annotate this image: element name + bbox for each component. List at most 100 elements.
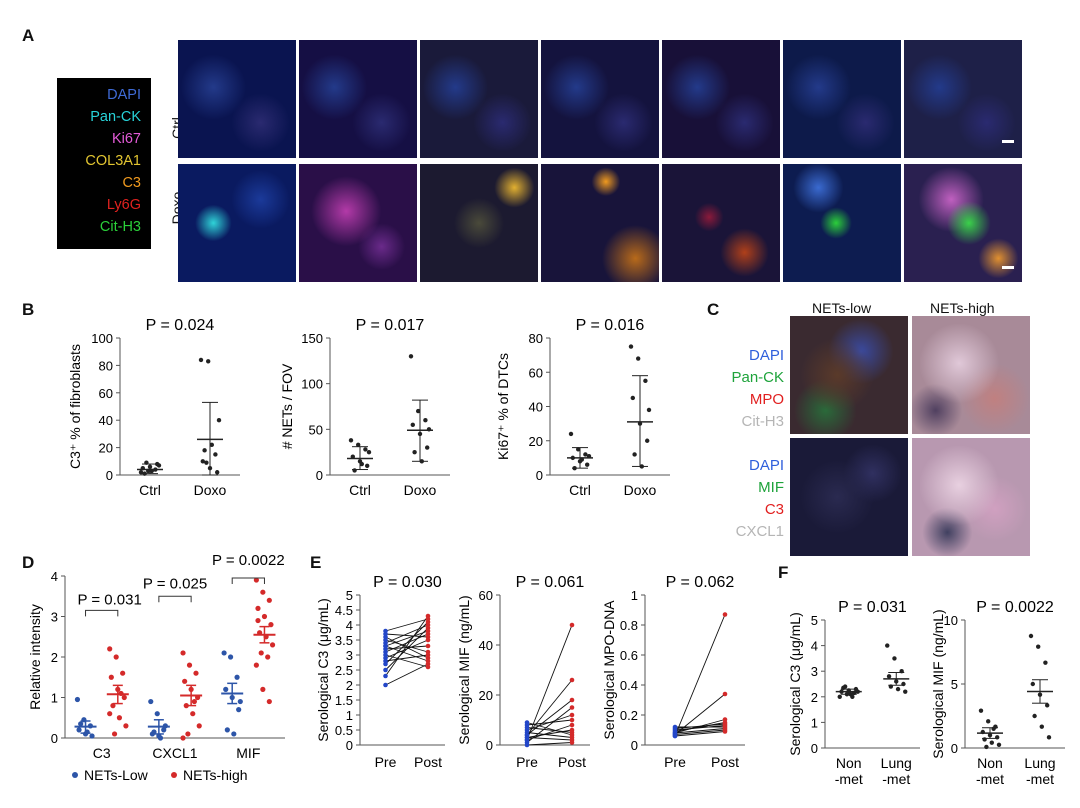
data-point — [646, 407, 652, 413]
data-point — [356, 442, 361, 448]
x-tick-label: MIF — [236, 745, 260, 761]
x-tick-label: Doxo — [194, 482, 227, 498]
data-point — [366, 449, 372, 455]
y-tick-label: 0 — [51, 731, 58, 746]
data-point — [1045, 703, 1050, 708]
post-point — [425, 634, 431, 640]
data-point — [76, 727, 82, 733]
x-tick-label: Pre — [664, 754, 686, 770]
data-point — [359, 461, 364, 467]
data-point — [842, 684, 848, 689]
data-point — [1046, 735, 1052, 740]
y-tick-label: 60 — [479, 588, 493, 603]
y-tick-label: 40 — [479, 638, 493, 653]
pair-line — [385, 639, 429, 659]
legend-label: NETs-high — [183, 767, 248, 783]
y-tick-label: 0.5 — [335, 723, 353, 738]
p-value: P = 0.031 — [77, 591, 141, 608]
y-tick-label: 0 — [536, 468, 543, 483]
chart-nets-fov: 0 50 100 150 # NETs / FOV P = 0.017 Ctrl Doxo — [280, 317, 450, 498]
legend-channel-4: C3 — [122, 175, 141, 191]
data-point — [236, 707, 242, 713]
scale-bar — [1002, 140, 1014, 143]
y-axis-label: Serological MPO-DNA — [601, 600, 617, 740]
p-value: P = 0.017 — [356, 317, 425, 334]
micro-c-high-2 — [912, 438, 1030, 556]
legend-channel-2: Ki67 — [111, 131, 141, 147]
panel-c-legend-bottom: DAPI MIF C3 CXCL1 — [712, 455, 784, 543]
data-point — [161, 727, 167, 733]
x-tick-label: Non -met — [976, 755, 1004, 787]
data-point — [903, 689, 908, 694]
post-point — [569, 622, 575, 628]
data-point — [190, 711, 196, 717]
y-axis-label: Serological C3 (μg/mL) — [315, 598, 331, 741]
pre-point — [383, 643, 388, 649]
x-tick-label: Post — [558, 754, 586, 770]
p-value: P = 0.061 — [516, 574, 585, 591]
post-point — [425, 643, 431, 649]
x-tick-label: Post — [414, 754, 442, 770]
chart-serological-c3: 00.511.522.533.544.55 Serological C3 (μg/… — [315, 574, 445, 770]
data-point — [348, 438, 354, 443]
y-tick-label: 2 — [51, 650, 58, 665]
pre-point — [524, 732, 530, 738]
data-point — [989, 740, 994, 745]
p-value: P = 0.062 — [666, 574, 735, 591]
y-tick-label: 3 — [346, 648, 353, 663]
x-tick-label: CXCL1 — [152, 745, 197, 761]
pair-line — [526, 679, 573, 736]
post-point — [569, 717, 575, 723]
legend-legend_top-2: MPO — [749, 391, 784, 408]
pair-line — [674, 729, 726, 735]
y-tick-label: 1 — [631, 588, 638, 603]
data-point — [107, 711, 113, 717]
x-tick-label: Ctrl — [569, 482, 591, 498]
scale-bar — [1002, 266, 1014, 269]
data-point — [886, 674, 892, 679]
data-point — [630, 395, 635, 401]
data-point — [186, 662, 193, 668]
data-point — [583, 452, 588, 457]
data-point — [885, 643, 890, 648]
micro-ctrl-0 — [178, 40, 296, 158]
micro-doxo-5 — [783, 164, 901, 282]
y-tick-label: 4 — [51, 569, 58, 584]
data-point — [1043, 660, 1048, 665]
data-point — [206, 359, 211, 364]
y-tick-label: 60 — [99, 386, 113, 401]
data-point — [892, 656, 897, 661]
legend-legend_bottom-1: MIF — [758, 479, 784, 496]
data-point — [120, 670, 126, 676]
chart-serological-mif: 0 20 40 60 Serological MIF (ng/mL) P = 0.061 P… — [456, 574, 590, 770]
chart-relative-intensity: 0 1 2 3 4 Relative intensity C3 CXCL1 MIF P = 0.0… — [27, 552, 285, 783]
pair-line — [526, 737, 573, 741]
data-point — [107, 646, 113, 652]
p-value: P = 0.024 — [146, 317, 215, 334]
pair-line — [526, 699, 573, 736]
pair-line — [385, 645, 429, 662]
microscopy-grid-c — [790, 316, 1030, 556]
post-point — [425, 628, 431, 634]
data-point — [568, 431, 574, 437]
micro-c-low-1 — [790, 316, 908, 434]
data-point — [253, 662, 259, 668]
pair-line — [674, 731, 726, 737]
pre-point — [383, 673, 388, 679]
y-axis-label: Serological MIF (ng/mL) — [930, 609, 946, 758]
data-point — [196, 723, 202, 729]
post-point — [425, 652, 431, 658]
y-tick-label: 100 — [301, 377, 323, 392]
micro-ctrl-4 — [662, 40, 780, 158]
col-label-nets-high: NETs-high — [930, 300, 995, 316]
data-point — [268, 622, 274, 628]
x-tick-label: Ctrl — [349, 482, 371, 498]
pair-line — [526, 624, 573, 741]
pair-line — [674, 693, 726, 735]
p-value: P = 0.031 — [838, 599, 907, 616]
y-tick-label: 0 — [811, 741, 818, 756]
legend-marker — [171, 772, 177, 778]
y-tick-label: 2.5 — [335, 663, 353, 678]
y-tick-label: 3 — [51, 610, 58, 625]
post-point — [425, 661, 431, 667]
